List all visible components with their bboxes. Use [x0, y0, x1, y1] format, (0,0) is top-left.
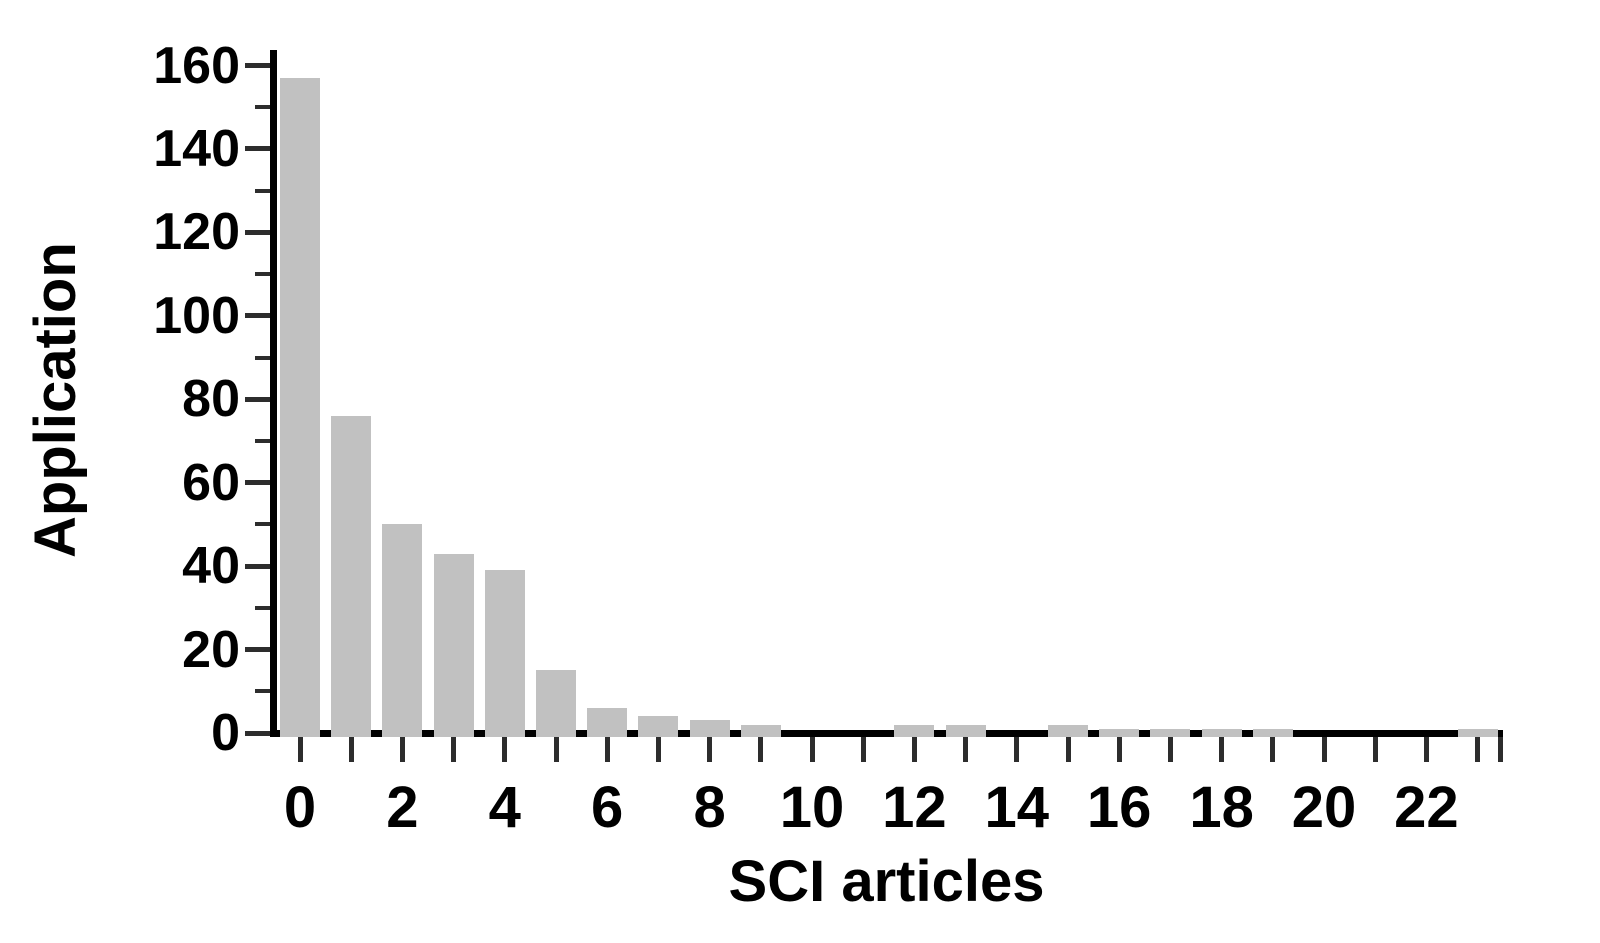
x-tick-3	[451, 737, 457, 762]
y-axis-line	[270, 50, 277, 737]
x-tick-19	[1270, 737, 1276, 762]
y-tick-label-0: 0	[211, 704, 240, 762]
x-tick-16	[1116, 737, 1122, 762]
x-tick-label-10: 10	[779, 775, 845, 840]
y-minor-tick-30	[255, 605, 270, 610]
y-tick-label-20: 20	[182, 620, 240, 679]
y-tick-label-40: 40	[182, 537, 240, 596]
bar-x6	[587, 707, 628, 737]
y-minor-tick-50	[255, 522, 270, 527]
x-tick-22	[1423, 737, 1429, 762]
y-major-tick-40	[245, 563, 270, 569]
x-tick-20	[1321, 737, 1327, 762]
x-tick-12	[911, 737, 917, 762]
x-tick-9	[758, 737, 764, 762]
x-tick-label-18: 18	[1189, 775, 1254, 840]
x-tick-14	[1014, 737, 1020, 762]
x-tick-17	[1167, 737, 1173, 762]
y-tick-label-100: 100	[153, 286, 240, 345]
y-major-tick-60	[245, 480, 270, 486]
bar-x9	[740, 724, 781, 737]
x-tick-18	[1219, 737, 1225, 762]
bar-x8	[689, 720, 730, 737]
x-axis-line	[270, 730, 1503, 737]
x-tick-15	[1065, 737, 1071, 762]
bar-x15	[1048, 724, 1088, 737]
x-tick-11	[860, 737, 866, 762]
y-tick-label-140: 140	[153, 119, 240, 178]
y-tick-label-80: 80	[182, 370, 240, 429]
bar-x5	[536, 670, 576, 737]
y-minor-tick-130	[255, 188, 270, 193]
x-tick-10	[809, 737, 815, 762]
y-major-tick-0	[245, 730, 270, 736]
x-tick-label-6: 6	[591, 775, 624, 840]
x-tick-label-4: 4	[488, 775, 521, 840]
y-minor-tick-90	[255, 355, 270, 360]
y-tick-label-120: 120	[153, 203, 240, 262]
y-minor-tick-110	[255, 272, 270, 277]
x-tick-2	[399, 737, 405, 762]
y-major-tick-80	[245, 396, 270, 402]
y-major-tick-160	[245, 63, 270, 68]
x-tick-label-14: 14	[984, 775, 1050, 840]
y-major-tick-140	[245, 146, 270, 152]
bar-x18	[1201, 728, 1242, 737]
x-axis-title: SCI articles	[728, 849, 1045, 914]
x-tick-label-0: 0	[283, 775, 317, 840]
bar-x19	[1252, 728, 1293, 737]
x-tick-label-16: 16	[1086, 775, 1152, 840]
bar-x0	[280, 78, 320, 737]
bar-x2	[382, 524, 423, 737]
bar-x23	[1457, 728, 1498, 737]
x-tick-5	[553, 737, 559, 762]
x-tick-label-8: 8	[693, 775, 726, 840]
x-tick-label-20: 20	[1291, 775, 1357, 840]
bar-x17	[1150, 728, 1191, 737]
bar-x16	[1099, 728, 1140, 737]
x-tick-23	[1475, 737, 1481, 762]
y-major-tick-100	[245, 313, 270, 319]
bar-x13	[945, 724, 986, 737]
y-minor-tick-150	[255, 105, 270, 110]
y-major-tick-20	[245, 647, 270, 653]
x-tick-7	[655, 737, 661, 762]
bar-x12	[894, 724, 935, 737]
x-tick-4	[502, 737, 508, 762]
y-tick-label-60: 60	[182, 453, 240, 512]
bar-x4	[484, 570, 525, 737]
bar-x7	[638, 716, 679, 737]
x-tick-0	[297, 737, 303, 762]
x-tick-6	[604, 737, 610, 762]
x-tick-8	[707, 737, 713, 762]
x-tick-label-2: 2	[386, 775, 419, 840]
x-tick-label-22: 22	[1394, 775, 1459, 840]
y-major-tick-120	[245, 229, 270, 235]
x-tick-21	[1372, 737, 1378, 762]
x-tick-1	[348, 737, 354, 762]
x-tick-13	[963, 737, 969, 762]
y-minor-tick-70	[255, 438, 270, 443]
x-axis-end-tick	[1498, 737, 1503, 762]
y-minor-tick-10	[255, 689, 270, 694]
bar-x1	[331, 415, 372, 737]
y-tick-label-160: 160	[153, 36, 240, 95]
bar-x3	[433, 553, 474, 737]
x-tick-label-12: 12	[882, 775, 947, 840]
